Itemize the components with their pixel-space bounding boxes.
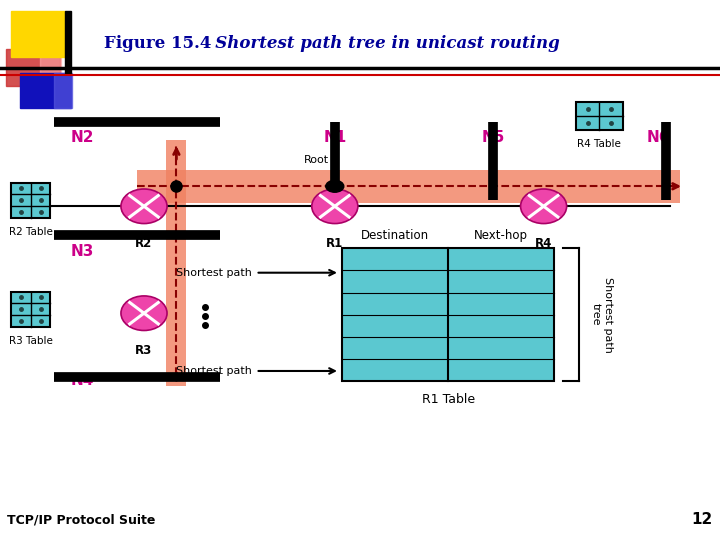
Bar bbox=[40, 49, 61, 86]
Circle shape bbox=[521, 189, 567, 224]
Text: R4: R4 bbox=[535, 237, 552, 250]
Text: N3: N3 bbox=[386, 297, 405, 310]
Text: Shortest path
tree: Shortest path tree bbox=[591, 276, 613, 353]
Bar bbox=[342, 248, 554, 381]
Bar bbox=[137, 170, 680, 202]
Bar bbox=[54, 73, 72, 108]
Bar bbox=[11, 292, 50, 327]
Text: N1: N1 bbox=[323, 130, 346, 145]
Text: N6: N6 bbox=[386, 363, 405, 376]
Text: R2: R2 bbox=[135, 237, 153, 250]
Bar bbox=[11, 183, 50, 218]
Text: —: — bbox=[495, 341, 508, 354]
Text: N6: N6 bbox=[647, 130, 670, 145]
Circle shape bbox=[312, 189, 358, 224]
Text: R2: R2 bbox=[492, 275, 510, 288]
Text: R3 Table: R3 Table bbox=[9, 336, 53, 347]
Text: R3: R3 bbox=[135, 344, 153, 357]
Text: N5: N5 bbox=[482, 130, 505, 145]
Text: Shortest path tree in unicast routing: Shortest path tree in unicast routing bbox=[198, 35, 559, 52]
Text: Shortest path: Shortest path bbox=[176, 366, 252, 376]
Text: N1: N1 bbox=[385, 253, 405, 266]
Text: Shortest path: Shortest path bbox=[176, 268, 252, 278]
Text: N5: N5 bbox=[385, 341, 405, 354]
Circle shape bbox=[121, 296, 167, 330]
Text: Figure 15.4: Figure 15.4 bbox=[104, 35, 212, 52]
Text: R2: R2 bbox=[492, 297, 510, 310]
Bar bbox=[11, 11, 65, 57]
Circle shape bbox=[121, 189, 167, 224]
Text: TCP/IP Protocol Suite: TCP/IP Protocol Suite bbox=[7, 514, 156, 526]
Ellipse shape bbox=[325, 180, 344, 192]
Text: N2: N2 bbox=[385, 275, 405, 288]
Text: Destination: Destination bbox=[361, 229, 429, 242]
Text: N3: N3 bbox=[71, 244, 94, 259]
Text: N4: N4 bbox=[71, 373, 94, 388]
Text: Next-hop: Next-hop bbox=[474, 229, 528, 242]
Text: —: — bbox=[495, 253, 508, 266]
Text: R4: R4 bbox=[492, 363, 510, 376]
Text: R2: R2 bbox=[492, 319, 510, 332]
Text: R2 Table: R2 Table bbox=[9, 227, 53, 238]
Text: R1 Table: R1 Table bbox=[422, 393, 474, 406]
Bar bbox=[20, 73, 71, 108]
Bar bbox=[166, 140, 186, 386]
Bar bbox=[576, 102, 623, 130]
Text: Root: Root bbox=[305, 154, 329, 165]
Text: R4 Table: R4 Table bbox=[577, 139, 621, 150]
Bar bbox=[65, 11, 71, 73]
Bar bbox=[6, 49, 60, 86]
Text: 12: 12 bbox=[691, 511, 713, 526]
Text: R1: R1 bbox=[326, 237, 343, 250]
Text: N4: N4 bbox=[385, 319, 405, 332]
Text: N2: N2 bbox=[71, 130, 94, 145]
